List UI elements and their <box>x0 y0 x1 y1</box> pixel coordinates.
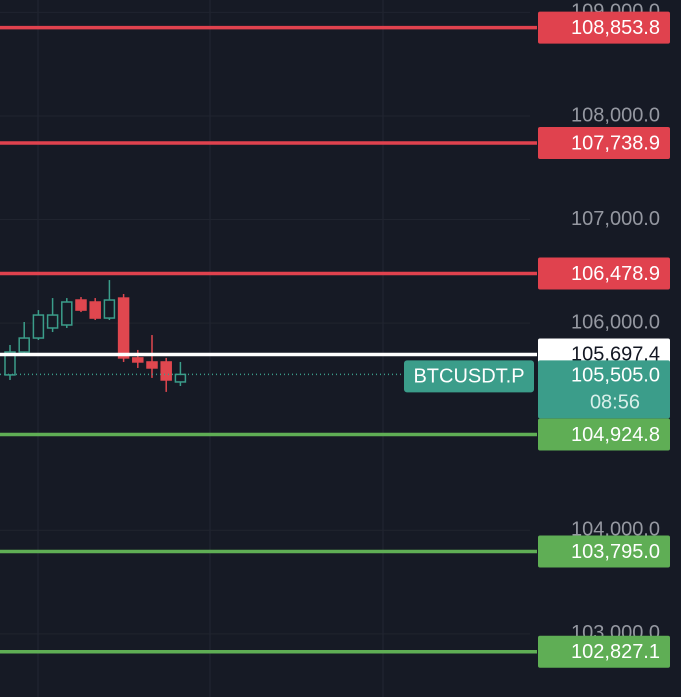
last-price-label: 105,505.0 <box>571 365 660 387</box>
level-label: 105,697.4 <box>571 344 660 366</box>
candle-body <box>146 361 158 369</box>
candle-body <box>18 337 30 353</box>
candle-body <box>174 373 187 383</box>
level-label: 106,478.9 <box>571 263 660 285</box>
candle-body <box>4 351 16 376</box>
y-tick-label: 108,000.0 <box>571 104 660 126</box>
level-label-box <box>538 257 670 290</box>
level-label: 103,795.0 <box>571 541 660 563</box>
level-label: 107,738.9 <box>571 132 660 154</box>
level-label-box <box>538 11 670 44</box>
level-label: 102,827.1 <box>571 641 660 663</box>
level-label: 104,924.8 <box>571 424 660 446</box>
y-tick-label: 106,000.0 <box>571 311 660 333</box>
candle-body <box>89 301 101 319</box>
last-price-box <box>538 360 670 419</box>
countdown-label: 08:56 <box>590 392 640 414</box>
candle-body <box>160 361 172 381</box>
candle-body <box>75 299 87 311</box>
candle-body <box>117 297 130 359</box>
candle-body <box>61 301 73 326</box>
symbol-label: BTCUSDT.P <box>413 366 524 388</box>
symbol-box <box>404 360 534 393</box>
candle-body <box>103 299 116 319</box>
level-label: 108,853.8 <box>571 17 660 39</box>
level-label-box <box>538 635 670 668</box>
candle-body <box>32 314 45 339</box>
level-label-box <box>538 535 670 568</box>
level-label-box <box>538 418 670 451</box>
level-label-box <box>538 127 670 160</box>
y-tick-label: 104,000.0 <box>571 519 660 541</box>
y-tick-label: 107,000.0 <box>571 208 660 230</box>
candle-body <box>132 357 144 363</box>
candle-body <box>46 314 59 329</box>
